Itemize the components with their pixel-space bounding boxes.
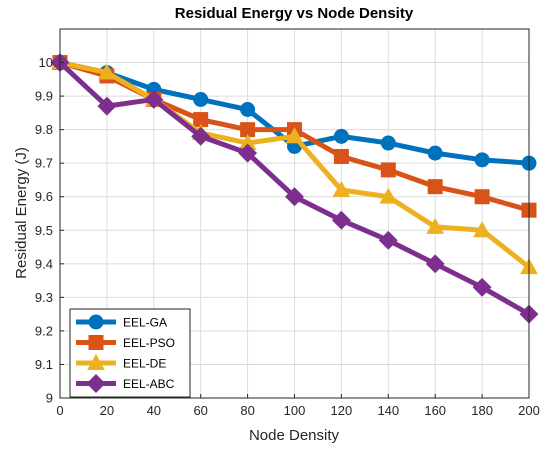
data-point: [378, 230, 398, 250]
y-tick-label: 9.3: [35, 290, 53, 305]
data-point: [240, 102, 256, 118]
data-point: [333, 148, 349, 164]
data-point: [425, 254, 445, 274]
data-point: [331, 210, 351, 230]
legend-item: EEL-PSO: [76, 335, 175, 350]
data-point: [332, 180, 351, 197]
y-axis-label: Residual Energy (J): [13, 147, 30, 279]
data-point: [379, 187, 398, 204]
data-point: [380, 162, 396, 178]
data-point: [193, 91, 209, 107]
y-tick-label: 9: [46, 391, 53, 406]
x-axis-label: Node Density: [249, 427, 340, 444]
y-tick-label: 10: [39, 55, 53, 70]
x-tick-label: 180: [471, 403, 493, 418]
y-tick-label: 9.5: [35, 223, 53, 238]
x-tick-label: 140: [377, 403, 399, 418]
y-tick-label: 9.4: [35, 256, 53, 271]
data-point: [333, 128, 349, 144]
data-point: [427, 145, 443, 161]
data-point: [98, 63, 116, 80]
legend-label: EEL-ABC: [123, 377, 175, 391]
y-tick-label: 9.9: [35, 89, 53, 104]
y-tick-label: 9.1: [35, 357, 53, 372]
y-tick-label: 9.7: [35, 156, 53, 171]
data-point: [238, 143, 258, 163]
x-tick-label: 40: [147, 403, 161, 418]
data-point: [473, 221, 491, 238]
data-point: [285, 127, 304, 144]
legend-marker: [88, 335, 104, 350]
chart-title: Residual Energy vs Node Density: [175, 5, 414, 22]
y-tick-label: 9.8: [35, 122, 53, 137]
legend-item: EEL-ABC: [76, 374, 175, 393]
data-point: [427, 179, 443, 195]
legend: EEL-GA EEL-PSO EEL-DE EEL-ABC: [69, 308, 191, 398]
data-point: [380, 135, 396, 151]
legend-label: EEL-PSO: [123, 336, 175, 350]
x-tick-label: 0: [56, 403, 63, 418]
data-point: [97, 96, 117, 116]
y-tick-label: 9.6: [35, 189, 53, 204]
series-eel-abc: [50, 53, 539, 324]
x-tick-label: 20: [100, 403, 114, 418]
legend-label: EEL-GA: [123, 316, 167, 330]
series-layer: [50, 53, 539, 324]
x-tick-label: 200: [518, 403, 540, 418]
tick-labels: 0 20 40 60 80 100 120 140 160 180 200 9 9.1 9.2 9.3 9.4…: [35, 55, 540, 418]
legend-marker: [86, 374, 106, 393]
legend-label: EEL-DE: [123, 357, 166, 371]
legend-item: EEL-GA: [76, 314, 167, 330]
data-point: [474, 189, 490, 205]
y-tick-label: 9.2: [35, 323, 53, 338]
legend-marker: [87, 353, 105, 370]
data-point: [191, 126, 211, 146]
x-tick-label: 60: [193, 403, 207, 418]
x-tick-label: 120: [331, 403, 353, 418]
x-tick-label: 100: [284, 403, 306, 418]
x-tick-label: 160: [424, 403, 446, 418]
data-point: [426, 217, 445, 234]
legend-marker: [88, 314, 104, 330]
x-tick-label: 80: [240, 403, 254, 418]
data-point: [144, 89, 164, 109]
legend-item: EEL-DE: [76, 353, 166, 371]
data-point: [285, 187, 304, 207]
data-point: [474, 152, 490, 168]
data-point: [472, 277, 492, 297]
